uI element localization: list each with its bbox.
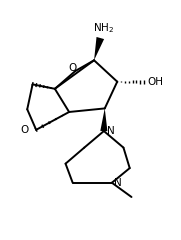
Text: OH: OH [148, 77, 163, 87]
Text: NH$_2$: NH$_2$ [93, 22, 114, 35]
Polygon shape [94, 37, 104, 60]
Text: N: N [114, 178, 121, 188]
Text: O: O [21, 125, 29, 135]
Polygon shape [100, 108, 108, 131]
Text: O: O [69, 63, 77, 73]
Text: N: N [107, 126, 114, 136]
